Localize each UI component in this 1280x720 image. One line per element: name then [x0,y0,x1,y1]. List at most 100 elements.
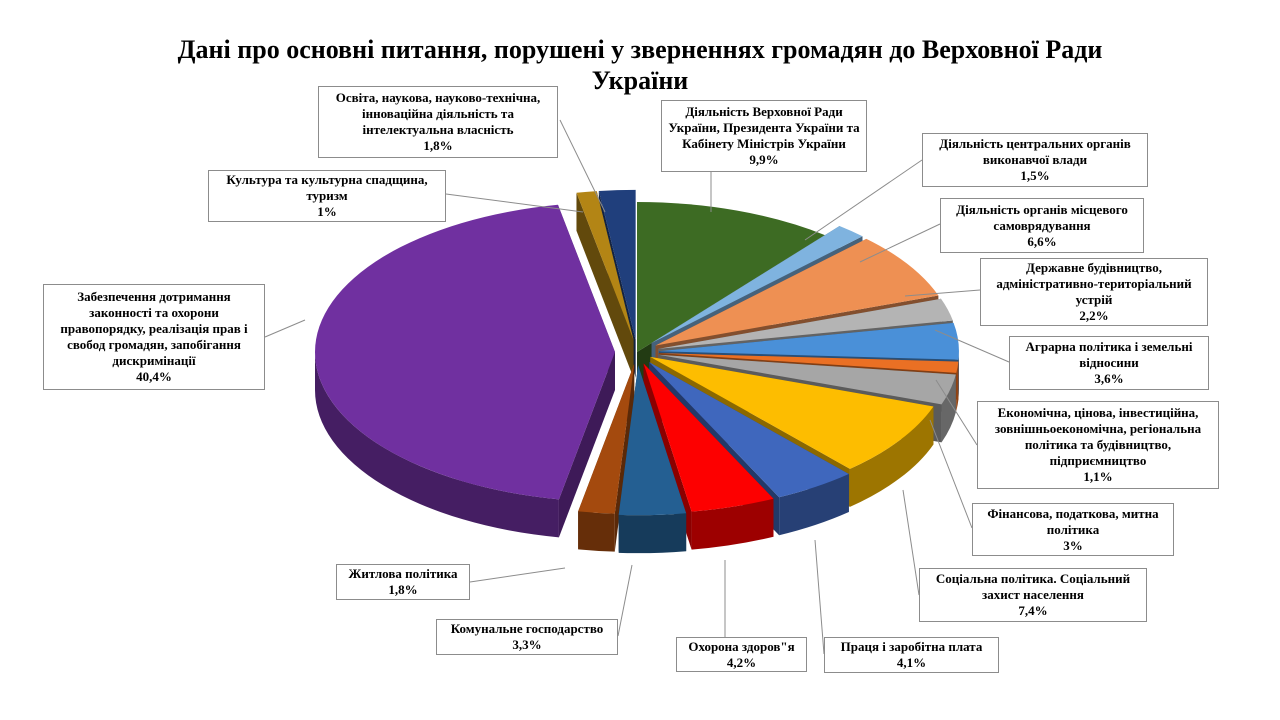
slice-top-face [637,202,825,352]
slice-value-label: 1% [317,204,337,219]
slice-callout: Діяльність Верховної Ради України, Презид… [661,100,867,172]
slice-category-label: туризм [306,188,348,203]
slice-outer-wall [578,511,615,552]
slice-callout: Державне будівництво, адміністративно-тер… [980,258,1208,326]
slice-outer-wall [956,361,959,411]
slice-category-label: захист населення [982,587,1084,602]
leader-line [935,379,978,446]
slice-value-label: 1,8% [388,582,418,597]
slice-outer-wall [618,513,687,554]
slice-top-face [651,226,863,343]
slice-value-label: 9,9% [749,152,779,167]
slice-category-label: Державне будівництво, [1026,260,1162,275]
slice-value-label: 4,2% [726,654,757,670]
slice-category-label: Освіта, наукова, науково-технічна, [335,90,541,105]
slice-category-label: Культура та культурна спадщина, [226,172,428,187]
slice-side-face [558,352,616,538]
leader-line [617,564,633,637]
slice-category-label: зовнішньоекономічна, регіональна [994,421,1202,436]
slice-callout: Праця і заробітна плата 4,1% [824,637,999,673]
slice-value-label: 6,6% [1027,233,1057,249]
slice-category-label: Охорона здоров"я [688,638,795,654]
slice-category-label: підприємництво [1049,453,1147,468]
leader-line [814,539,825,655]
slice-category-label: Забезпечення дотримання [77,289,231,304]
leader-line [445,193,584,213]
leader-line [904,289,981,297]
slice-top-face [658,353,959,373]
slice-top-face [315,204,616,500]
slice-category-label: дискримінації [112,353,196,368]
pie-slice [578,364,635,552]
leader-line [859,223,941,263]
slice-category-label: виконавчої влади [982,152,1088,167]
slice-category-label: правопорядку, реалізація прав і [60,321,248,336]
slice-side-face [576,192,634,379]
slice-callout: Фінансова, податкова, митна політика 3% [972,503,1174,556]
slice-top-face [643,363,774,512]
slice-category-label: Праця і заробітна плата [840,639,983,654]
leader-line [804,159,923,241]
slice-value-label: 1,8% [423,138,453,153]
slice-category-label: адміністративно-територіальний [996,276,1192,291]
slice-callout: Соціальна політика. Соціальний захист нас… [919,568,1147,622]
slice-value-label: 3,6% [1094,371,1124,386]
slice-value-label: 7,4% [1018,603,1048,618]
slice-callout: Забезпечення дотримання законності та охо… [43,284,265,390]
slice-category-label: політика та будівництво, [1024,437,1172,452]
slice-outer-wall [691,498,774,550]
leader-line [929,419,973,529]
slice-category-label: Діяльність органів місцевого [956,201,1128,217]
slice-category-label: відносини [1079,355,1139,370]
pie-slice [576,191,634,379]
slice-category-label: Економічна, цінова, інвестиційна, [997,405,1199,420]
slice-category-label: Фінансова, податкова, митна [987,505,1159,521]
slice-category-label: інтелектуальна власність [362,122,514,137]
slice-outer-wall [849,406,934,507]
leader-line [559,119,606,213]
slice-top-face [658,298,953,349]
slice-category-label: устрій [1075,292,1113,307]
slice-top-face [658,322,959,360]
slice-category-label: інноваційна діяльність та [362,106,514,121]
slice-category-label: Комунальне господарство [450,621,604,636]
slice-outer-wall [941,374,956,443]
slice-value-label: 3% [1063,537,1083,553]
slice-top-face [655,238,939,346]
slice-callout: Діяльність органів місцевого самоврядуван… [940,198,1144,253]
slice-category-label: політика [1046,521,1100,537]
slice-category-label: Аграрна політика і земельні [1025,339,1193,354]
slice-category-label: Соціальна політика. Соціальний [935,571,1131,586]
slice-callout: Освіта, наукова, науково-технічна, іннова… [318,86,558,158]
slice-value-label: 3,3% [512,637,542,652]
slice-value-label: 40,4% [136,369,172,384]
slice-top-face [658,354,956,405]
slice-callout: Житлова політика 1,8% [336,564,470,600]
slice-top-face [578,364,635,514]
slice-category-label: свобод громадян, запобігання [67,337,241,352]
slice-category-label: законності та охорони [89,305,219,320]
slice-callout: Аграрна політика і земельні відносини 3,6% [1009,336,1209,390]
slice-top-face [618,365,687,516]
slice-value-label: 4,1% [896,655,927,670]
slice-top-face [650,356,934,469]
leader-line [469,567,566,583]
slice-category-label: Житлова політика [348,566,458,581]
leader-line [934,329,1010,363]
slice-callout: Культура та культурна спадщина, туризм 1% [208,170,446,222]
slice-category-label: самоврядування [993,217,1091,233]
slice-callout: Охорона здоров"я 4,2% [676,637,807,672]
slice-category-label: України, Президента України та [668,120,860,135]
pie-slice [315,204,616,538]
slice-value-label: 1,1% [1083,469,1113,484]
chart-title: Дані про основні питання, порушені у зве… [177,35,1103,95]
slice-outer-wall [779,474,849,536]
slice-callout: Комунальне господарство 3,3% [436,619,618,655]
slice-category-label: Кабінету Міністрів України [682,136,846,151]
pie-slice [618,365,687,554]
slice-value-label: 2,2% [1079,308,1109,323]
slice-callout: Економічна, цінова, інвестиційна, зовнішн… [977,401,1219,489]
slice-category-label: Діяльність центральних органів [939,136,1131,151]
